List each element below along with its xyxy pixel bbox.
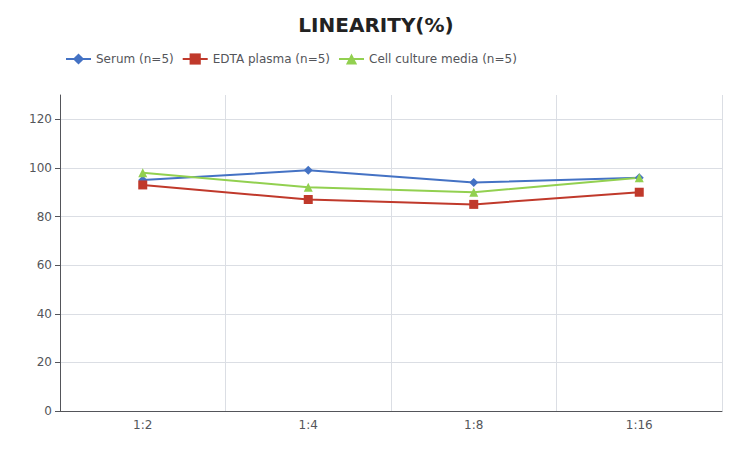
- svg-text:Serum (n=5): Serum (n=5): [96, 52, 174, 66]
- svg-text:40: 40: [37, 307, 52, 321]
- svg-text:EDTA plasma (n=5): EDTA plasma (n=5): [213, 52, 330, 66]
- svg-text:100: 100: [29, 161, 52, 175]
- svg-text:120: 120: [29, 112, 52, 126]
- svg-text:60: 60: [37, 258, 52, 272]
- svg-text:1:2: 1:2: [133, 418, 152, 432]
- svg-text:1:4: 1:4: [299, 418, 318, 432]
- svg-text:80: 80: [37, 210, 52, 224]
- svg-text:20: 20: [37, 355, 52, 369]
- svg-text:1:8: 1:8: [464, 418, 483, 432]
- svg-text:LINEARITY(%): LINEARITY(%): [298, 13, 453, 37]
- svg-text:Cell culture media (n=5): Cell culture media (n=5): [369, 52, 517, 66]
- svg-text:1:16: 1:16: [626, 418, 653, 432]
- svg-text:0: 0: [44, 404, 52, 418]
